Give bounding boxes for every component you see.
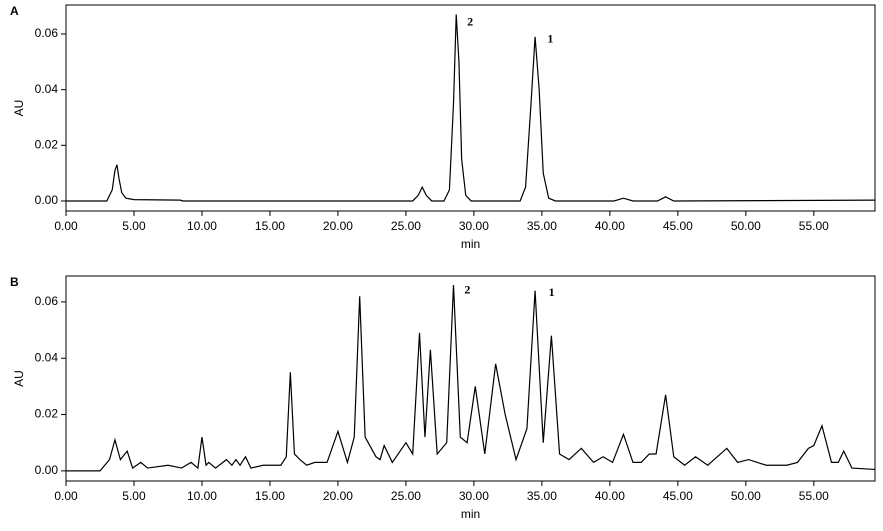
x-tick-label: 0.00 — [54, 489, 78, 503]
y-axis-label: AU — [12, 370, 26, 387]
peak-label: 2 — [467, 15, 473, 29]
y-tick-label: 0.00 — [35, 463, 59, 477]
x-tick-label: 45.00 — [663, 219, 693, 233]
x-tick-label: 5.00 — [122, 489, 146, 503]
x-tick-label: 35.00 — [527, 489, 557, 503]
peak-label: 2 — [464, 282, 470, 296]
x-tick-label: 10.00 — [187, 489, 217, 503]
x-tick-label: 45.00 — [663, 489, 693, 503]
y-axis-label: AU — [12, 100, 26, 117]
trace — [66, 14, 876, 202]
x-tick-label: 30.00 — [459, 489, 489, 503]
y-tick-label: 0.02 — [35, 137, 59, 151]
x-tick-label: 5.00 — [122, 219, 146, 233]
x-tick-label: 40.00 — [595, 219, 625, 233]
peak-label: 1 — [547, 31, 553, 45]
x-tick-label: 20.00 — [323, 219, 353, 233]
x-tick-label: 0.00 — [54, 219, 78, 233]
y-tick-label: 0.06 — [35, 294, 59, 308]
plot-frame — [65, 4, 876, 212]
panel-label: B — [10, 275, 19, 289]
trace — [66, 284, 876, 472]
x-tick-label: 40.00 — [595, 489, 625, 503]
x-tick-label: 10.00 — [187, 219, 217, 233]
y-tick-label: 0.00 — [35, 193, 59, 207]
y-tick-label: 0.04 — [35, 350, 59, 364]
x-axis-label: min — [461, 507, 480, 521]
x-tick-label: 35.00 — [527, 219, 557, 233]
y-tick-label: 0.04 — [35, 82, 59, 96]
x-tick-label: 25.00 — [391, 219, 421, 233]
x-tick-label: 15.00 — [255, 219, 285, 233]
x-axis-label: min — [461, 237, 480, 251]
peak-label: 1 — [549, 285, 555, 299]
y-tick-label: 0.06 — [35, 26, 59, 40]
panel-label: A — [10, 4, 19, 18]
y-tick-label: 0.02 — [35, 407, 59, 421]
x-tick-label: 55.00 — [799, 489, 829, 503]
plot-frame — [65, 275, 876, 482]
x-tick-label: 30.00 — [459, 219, 489, 233]
x-tick-label: 50.00 — [731, 489, 761, 503]
x-tick-label: 25.00 — [391, 489, 421, 503]
x-tick-label: 20.00 — [323, 489, 353, 503]
x-tick-label: 15.00 — [255, 489, 285, 503]
x-tick-label: 55.00 — [799, 219, 829, 233]
x-tick-label: 50.00 — [731, 219, 761, 233]
